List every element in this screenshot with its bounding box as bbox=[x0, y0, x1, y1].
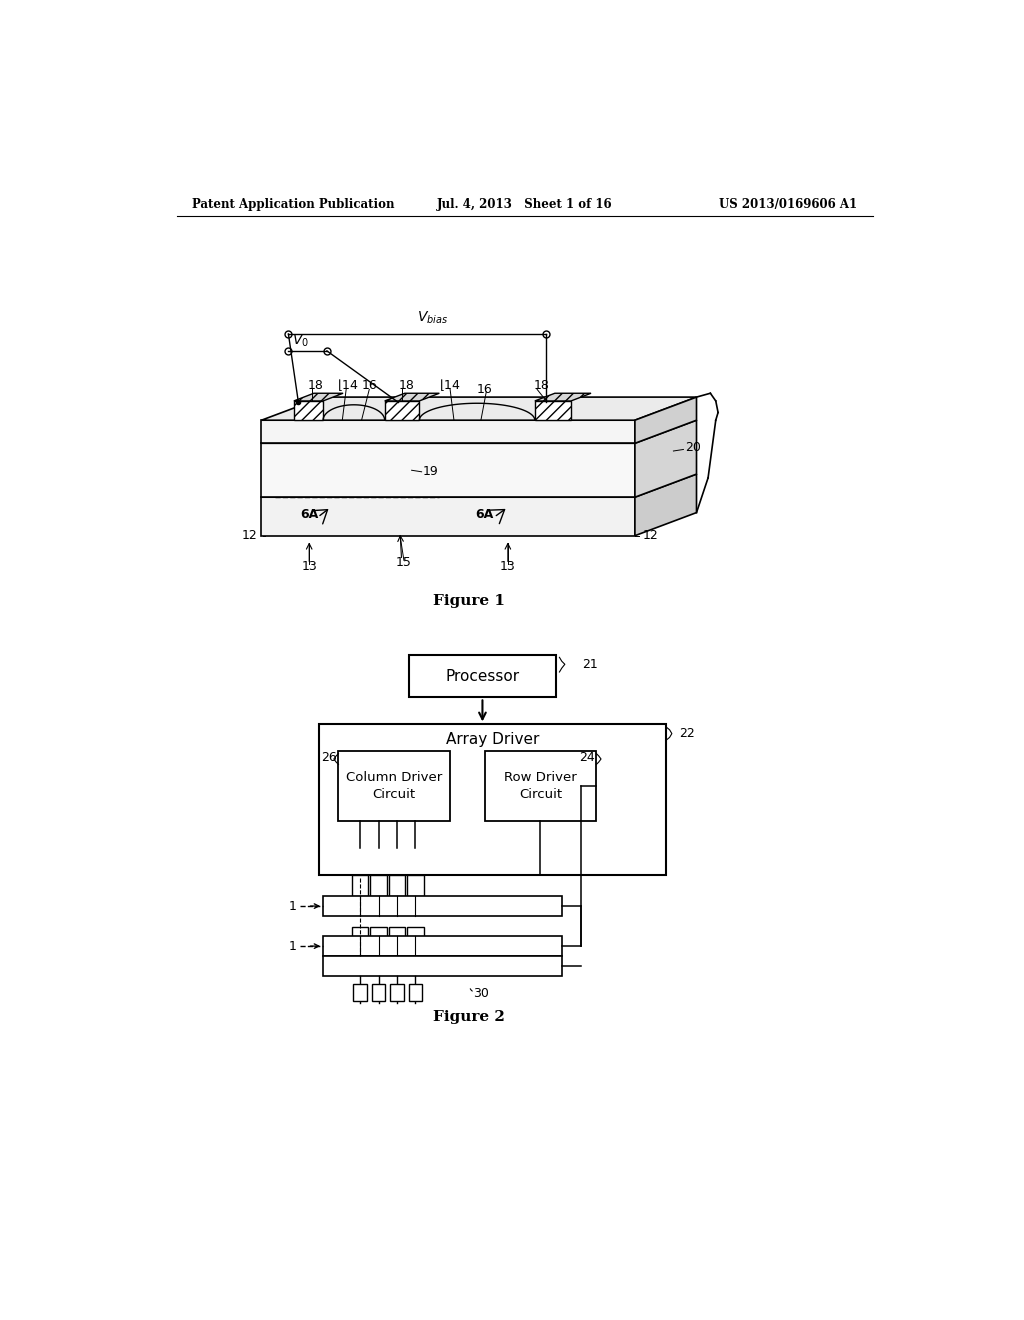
Text: 19: 19 bbox=[423, 465, 439, 478]
Polygon shape bbox=[261, 498, 635, 536]
Bar bbox=[323, 896, 562, 916]
Text: 30: 30 bbox=[473, 987, 489, 1001]
Text: 13: 13 bbox=[301, 560, 317, 573]
Text: 24: 24 bbox=[580, 751, 595, 764]
Text: Column Driver
Circuit: Column Driver Circuit bbox=[346, 771, 442, 801]
Polygon shape bbox=[462, 474, 692, 498]
Text: Patent Application Publication: Patent Application Publication bbox=[193, 198, 394, 211]
Text: 21: 21 bbox=[583, 657, 598, 671]
Polygon shape bbox=[261, 444, 635, 498]
Text: 1: 1 bbox=[288, 940, 296, 953]
Text: Processor: Processor bbox=[445, 669, 519, 684]
Bar bbox=[388, 875, 406, 896]
Text: 6A: 6A bbox=[475, 508, 494, 521]
Polygon shape bbox=[385, 393, 439, 401]
Bar bbox=[407, 875, 424, 896]
Bar bbox=[407, 927, 424, 949]
Text: 13: 13 bbox=[500, 560, 516, 573]
Polygon shape bbox=[261, 420, 696, 444]
Text: 16: 16 bbox=[361, 379, 377, 392]
Text: 12: 12 bbox=[242, 529, 258, 543]
Text: 6A: 6A bbox=[300, 508, 318, 521]
Text: Array Driver: Array Driver bbox=[445, 733, 540, 747]
Text: $V_{bias}$: $V_{bias}$ bbox=[417, 310, 447, 326]
Bar bbox=[390, 983, 403, 1001]
Bar bbox=[484, 751, 596, 821]
Bar bbox=[323, 936, 562, 956]
Text: 22: 22 bbox=[680, 727, 695, 741]
Text: Row Driver
Circuit: Row Driver Circuit bbox=[504, 771, 577, 801]
Bar bbox=[370, 927, 387, 949]
Polygon shape bbox=[535, 393, 591, 401]
Text: $V_0$: $V_0$ bbox=[292, 333, 309, 348]
Text: 18: 18 bbox=[535, 379, 550, 392]
Bar bbox=[339, 751, 451, 821]
Text: 1: 1 bbox=[288, 899, 296, 912]
Text: Figure 2: Figure 2 bbox=[433, 1010, 505, 1024]
Bar bbox=[370, 875, 387, 896]
Text: $\mathregular{\lfloor}$14: $\mathregular{\lfloor}$14 bbox=[438, 378, 461, 393]
Polygon shape bbox=[635, 420, 696, 498]
Polygon shape bbox=[294, 393, 343, 401]
Text: Figure 1: Figure 1 bbox=[433, 594, 506, 609]
Bar bbox=[409, 983, 422, 1001]
Bar bbox=[353, 983, 367, 1001]
Text: US 2013/0169606 A1: US 2013/0169606 A1 bbox=[719, 198, 857, 211]
Polygon shape bbox=[261, 420, 635, 444]
Polygon shape bbox=[635, 397, 696, 444]
Bar bbox=[388, 927, 406, 949]
Bar bbox=[351, 875, 369, 896]
Text: 18: 18 bbox=[398, 379, 415, 392]
Polygon shape bbox=[261, 474, 696, 498]
Polygon shape bbox=[535, 401, 571, 420]
Text: Jul. 4, 2013   Sheet 1 of 16: Jul. 4, 2013 Sheet 1 of 16 bbox=[437, 198, 612, 211]
Polygon shape bbox=[261, 397, 696, 420]
Text: 16: 16 bbox=[477, 383, 493, 396]
Text: 15: 15 bbox=[396, 556, 412, 569]
Polygon shape bbox=[385, 401, 419, 420]
Bar bbox=[410, 655, 556, 697]
Polygon shape bbox=[294, 401, 323, 420]
Text: $\mathregular{\lfloor}$14: $\mathregular{\lfloor}$14 bbox=[337, 378, 359, 393]
Bar bbox=[372, 983, 385, 1001]
Text: 18: 18 bbox=[307, 379, 324, 392]
Bar bbox=[351, 927, 369, 949]
Text: 26: 26 bbox=[322, 751, 337, 764]
Polygon shape bbox=[635, 474, 696, 536]
Bar bbox=[323, 956, 562, 977]
Text: 12: 12 bbox=[643, 529, 658, 543]
Bar bbox=[319, 725, 666, 875]
Text: 20: 20 bbox=[685, 441, 700, 454]
